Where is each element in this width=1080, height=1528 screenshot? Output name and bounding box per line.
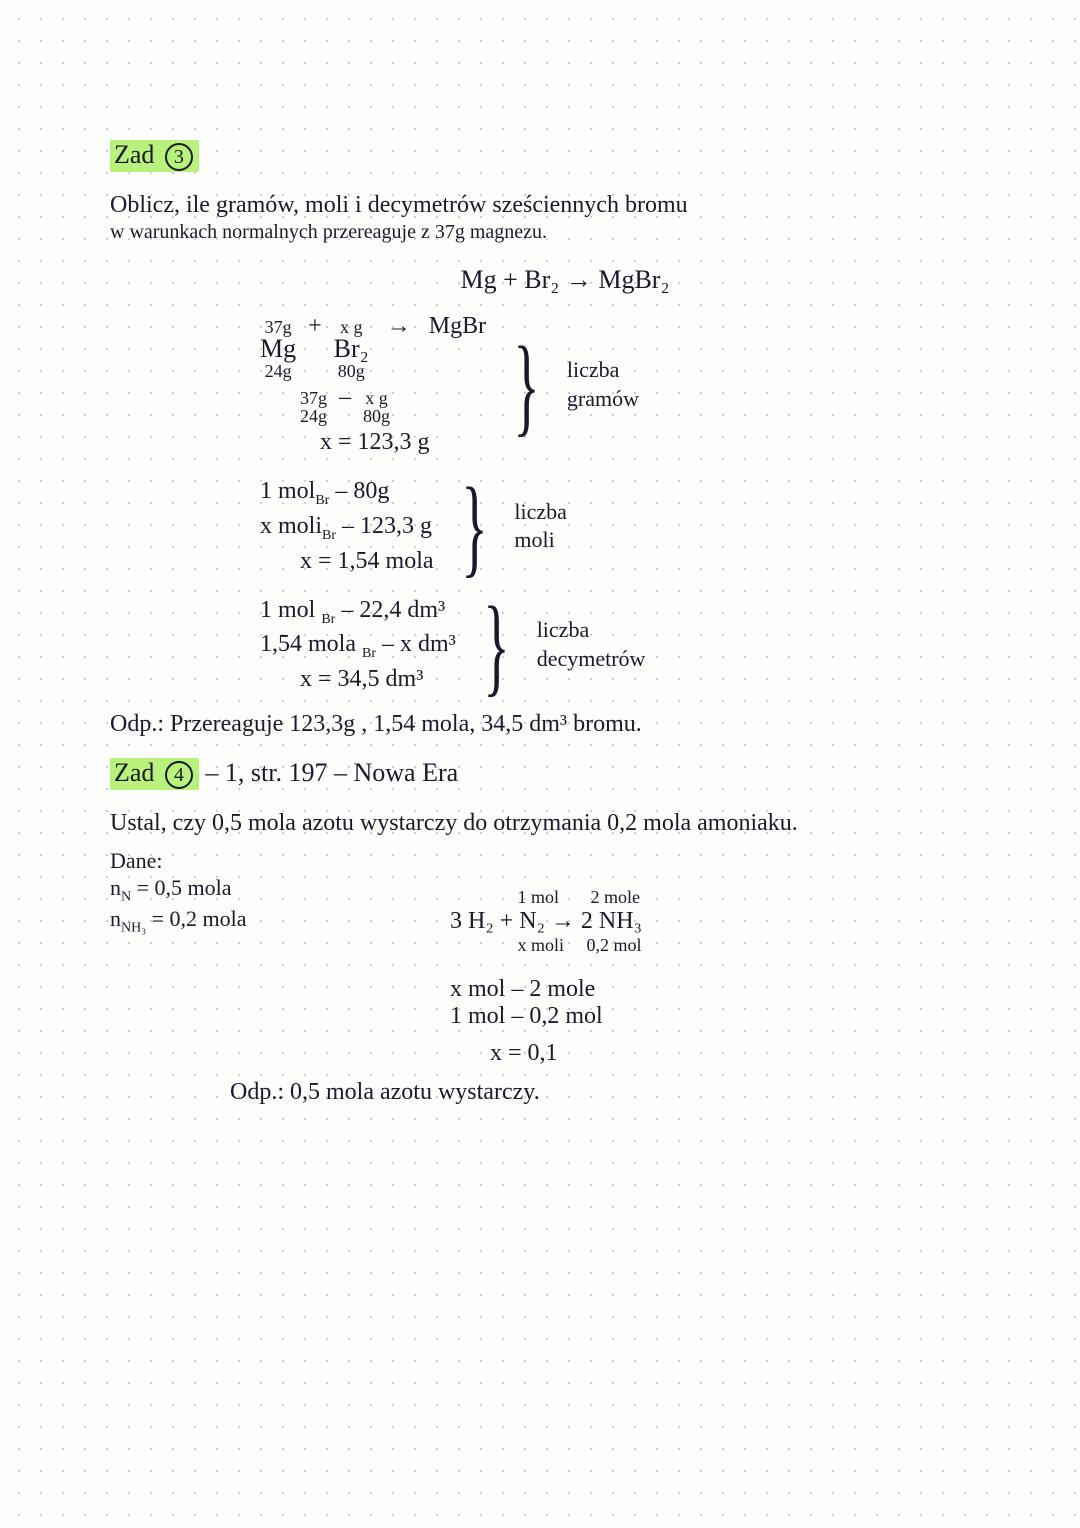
grams-label-2: gramów bbox=[567, 386, 639, 411]
d-r1a: 1 mol bbox=[260, 597, 321, 623]
grams-label-1: liczba bbox=[567, 357, 620, 382]
zad3-moles-label: liczba moli bbox=[514, 498, 567, 555]
zad3-number-circle: 3 bbox=[165, 143, 193, 171]
zad3-equation: Mg + Br₂ → MgBr₂ bbox=[110, 265, 1020, 295]
zad4-number-circle: 4 bbox=[165, 761, 193, 789]
arrow: → bbox=[387, 313, 411, 339]
zad3-grams-block: 37g Mg 24g + x g Br₂ 80g → MgBr 37g 24g bbox=[260, 309, 1020, 460]
zad3-problem-line1: Oblicz, ile gramów, moli i decymetrów sz… bbox=[110, 190, 1020, 220]
rb1: x moli bbox=[518, 935, 565, 955]
m-r1b: – 80g bbox=[329, 478, 389, 504]
br-stack: x g Br₂ 80g bbox=[334, 318, 369, 380]
rxn-mid: 3 H₂ + N₂ → 2 NH₃ bbox=[450, 908, 1020, 935]
zad4-label: Zad bbox=[114, 758, 154, 787]
zad3-answer: Odp.: Przereaguje 123,3g , 1,54 mola, 34… bbox=[110, 711, 1020, 738]
zad3-grams-label: liczba gramów bbox=[567, 356, 639, 413]
d-r2a: 1,54 mola bbox=[260, 631, 362, 657]
zad4-heading: Zad 4 – 1, str. 197 – Nowa Era bbox=[110, 758, 1020, 790]
m-r2b: – 123,3 g bbox=[336, 513, 432, 539]
zad3-dm-label: liczba decymetrów bbox=[537, 616, 646, 673]
brace-icon: } bbox=[513, 341, 539, 429]
d1a: n bbox=[110, 875, 121, 900]
prop-left: 37g 24g bbox=[300, 389, 327, 425]
zad3-label: Zad bbox=[114, 140, 154, 169]
zad3-dm-rows: 1 mol Br – 22,4 dm³ 1,54 mola Br – x dm³… bbox=[260, 593, 456, 698]
rt1: 1 mol bbox=[518, 887, 560, 907]
moles-r2: x moliBr – 123,3 g bbox=[260, 513, 434, 544]
prop-right: x g 80g bbox=[363, 389, 390, 425]
zad3-highlight: Zad 3 bbox=[110, 140, 199, 172]
zad4-answer: Odp.: 0,5 mola azotu wystarczy. bbox=[230, 1079, 1020, 1106]
d-r2s: Br bbox=[362, 646, 376, 661]
d-r2b: – x dm³ bbox=[376, 631, 456, 657]
br-mid: Br₂ bbox=[334, 336, 369, 362]
prop2: 1 mol – 0,2 mol bbox=[450, 1003, 1020, 1030]
zad4-highlight: Zad 4 bbox=[110, 758, 199, 790]
m-r1s: Br bbox=[315, 493, 329, 508]
d2a: n bbox=[110, 906, 121, 931]
dm-r1: 1 mol Br – 22,4 dm³ bbox=[260, 597, 456, 628]
br-bot: 80g bbox=[338, 362, 365, 380]
dm-r3: x = 34,5 dm³ bbox=[300, 666, 456, 693]
mg-bot: 24g bbox=[265, 362, 292, 380]
moles-label-1: liczba bbox=[514, 499, 567, 524]
d1s: N bbox=[121, 889, 131, 904]
moles-label-2: moli bbox=[514, 527, 554, 552]
prop1: x mol – 2 mole bbox=[450, 976, 1020, 1003]
mg-mid: Mg bbox=[260, 336, 296, 362]
d2s: NH₃ bbox=[121, 920, 146, 935]
notes-content: Zad 3 Oblicz, ile gramów, moli i decymet… bbox=[110, 140, 1020, 1106]
d1b: = 0,5 mola bbox=[131, 875, 231, 900]
zad4-reaction: 1 mol 2 mole 3 H₂ + N₂ → 2 NH₃ x moli 0,… bbox=[450, 887, 1020, 956]
plus-sign: + bbox=[308, 313, 322, 339]
prop-r2: 80g bbox=[363, 407, 390, 425]
brace-icon: } bbox=[461, 482, 487, 570]
dm-label-1: liczba bbox=[537, 617, 590, 642]
zad4-result: x = 0,1 bbox=[490, 1040, 1020, 1067]
zad3-dm-block: 1 mol Br – 22,4 dm³ 1,54 mola Br – x dm³… bbox=[260, 593, 1020, 698]
dm-r2: 1,54 mola Br – x dm³ bbox=[260, 631, 456, 662]
zad4-problem: Ustal, czy 0,5 mola azotu wystarczy do o… bbox=[110, 808, 1020, 838]
zad3-grams-stoich: 37g Mg 24g + x g Br₂ 80g → MgBr bbox=[260, 313, 486, 380]
zad3-moles-block: 1 molBr – 80g x moliBr – 123,3 g x = 1,5… bbox=[260, 474, 1020, 579]
brace-icon: } bbox=[483, 601, 509, 689]
prop-l: 37g bbox=[300, 389, 327, 407]
d-r1s: Br bbox=[321, 611, 335, 626]
rt2: 2 mole bbox=[591, 887, 641, 907]
m-r2a: x moli bbox=[260, 513, 322, 539]
dm-label-2: decymetrów bbox=[537, 646, 646, 671]
zad3-problem: Oblicz, ile gramów, moli i decymetrów sz… bbox=[110, 190, 1020, 245]
zad3-moles-rows: 1 molBr – 80g x moliBr – 123,3 g x = 1,5… bbox=[260, 474, 434, 579]
product: MgBr bbox=[429, 313, 486, 339]
moles-r1: 1 molBr – 80g bbox=[260, 478, 434, 509]
zad4-heading-rest: – 1, str. 197 – Nowa Era bbox=[205, 758, 458, 787]
zad3-problem-line2: w warunkach normalnych przereaguje z 37g… bbox=[110, 220, 1020, 245]
zad3-heading: Zad 3 bbox=[110, 140, 1020, 172]
dane-header: Dane: bbox=[110, 848, 1020, 874]
mg-stack: 37g Mg 24g bbox=[260, 318, 296, 380]
prop-l2: 24g bbox=[300, 407, 327, 425]
moles-r3: x = 1,54 mola bbox=[300, 548, 434, 575]
zad4-proportion: x mol – 2 mole 1 mol – 0,2 mol x = 0,1 bbox=[450, 976, 1020, 1067]
m-r2s: Br bbox=[322, 528, 336, 543]
rxn-top: 1 mol 2 mole bbox=[450, 887, 1020, 908]
zad3-grams-result: x = 123,3 g bbox=[320, 429, 486, 456]
d-r1b: – 22,4 dm³ bbox=[335, 597, 445, 623]
zad3-grams-rows: 37g Mg 24g + x g Br₂ 80g → MgBr 37g 24g bbox=[260, 309, 486, 460]
d2b: = 0,2 mola bbox=[146, 906, 246, 931]
m-r1a: 1 mol bbox=[260, 478, 315, 504]
zad3-grams-proportion: 37g 24g – x g 80g bbox=[300, 384, 486, 425]
prop-r: x g bbox=[365, 389, 388, 407]
rxn-bot: x moli 0,2 mol bbox=[450, 935, 1020, 956]
rb2: 0,2 mol bbox=[587, 935, 642, 955]
